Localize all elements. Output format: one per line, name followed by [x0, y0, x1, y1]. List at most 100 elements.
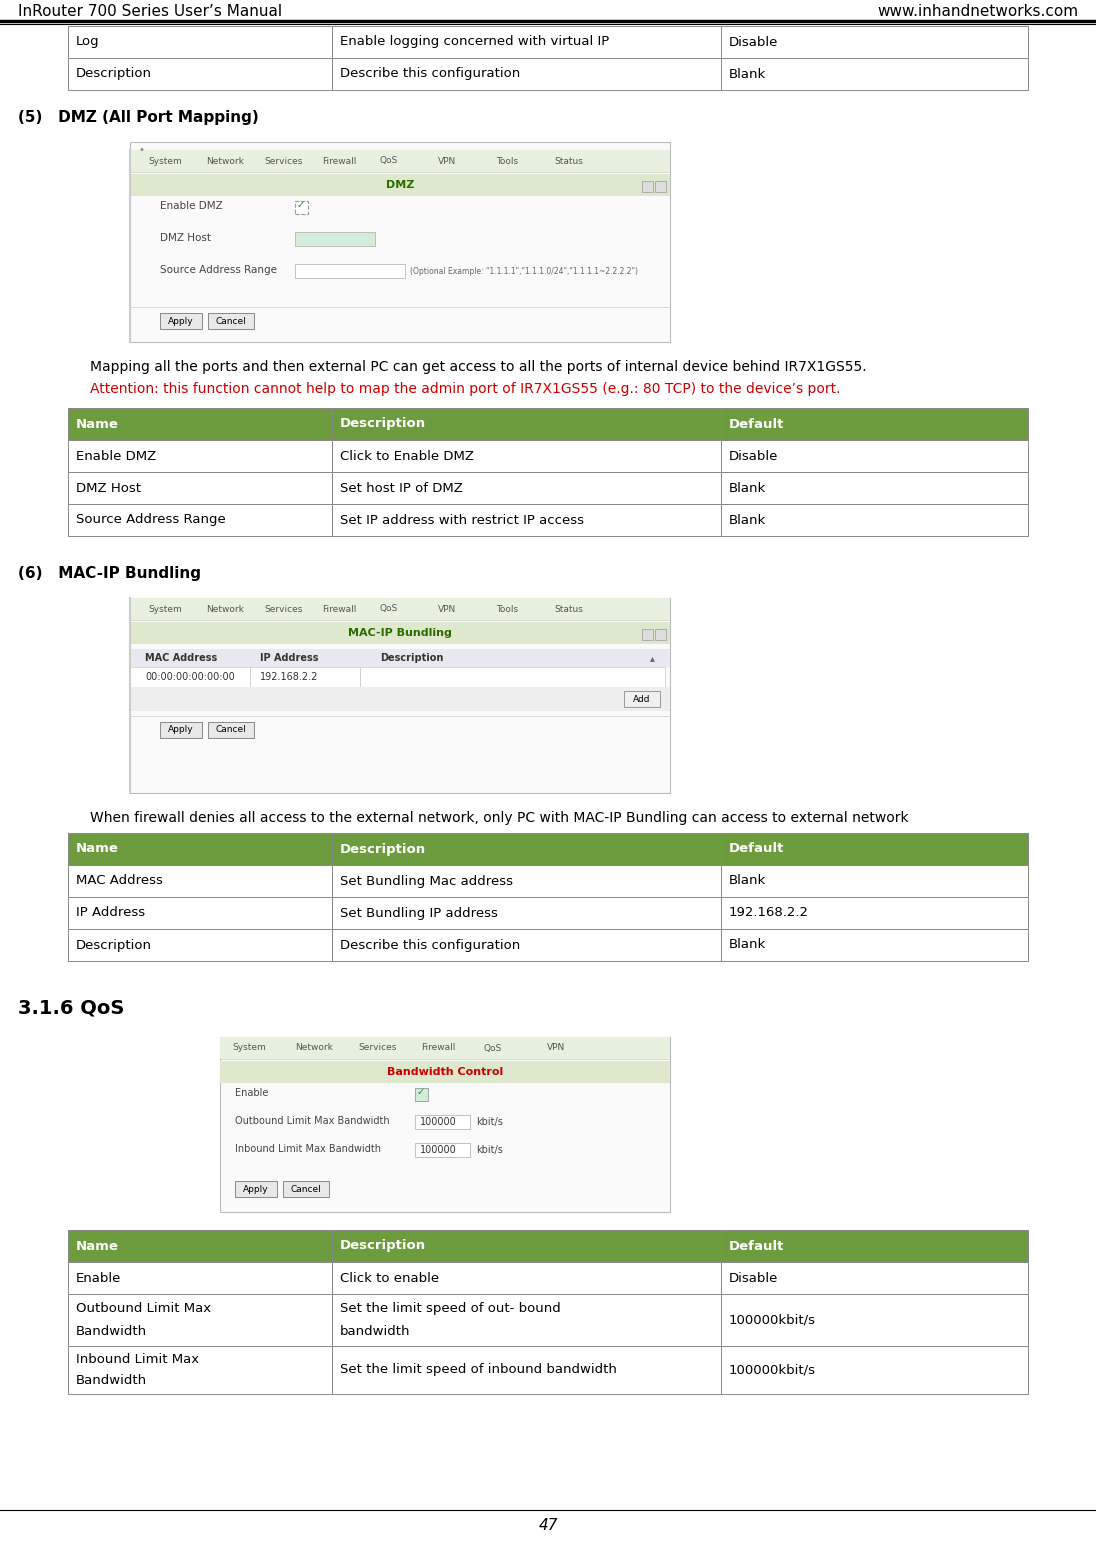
Text: MAC Address: MAC Address — [145, 653, 217, 663]
Text: VPN: VPN — [438, 156, 456, 166]
Bar — [220, 1060, 670, 1084]
Bar — [160, 721, 202, 738]
Bar — [332, 1231, 721, 1262]
Text: Source Address Range: Source Address Range — [160, 265, 277, 276]
Text: Blank: Blank — [729, 514, 766, 526]
Text: Firewall: Firewall — [421, 1043, 455, 1053]
Text: ▴: ▴ — [650, 653, 655, 663]
Text: Enable logging concerned with virtual IP: Enable logging concerned with virtual IP — [340, 36, 609, 48]
Bar — [721, 865, 1028, 896]
Bar — [332, 1294, 721, 1347]
Bar — [68, 57, 332, 90]
Text: Services: Services — [264, 156, 302, 166]
Bar — [68, 929, 332, 961]
Text: QoS: QoS — [380, 605, 398, 613]
Text: Services: Services — [264, 605, 302, 613]
Text: Apply: Apply — [243, 1184, 269, 1194]
Text: System: System — [148, 605, 182, 613]
Text: Bandwidth: Bandwidth — [76, 1375, 147, 1387]
Text: Blank: Blank — [729, 938, 766, 952]
Bar — [250, 667, 359, 687]
Bar — [721, 1347, 1028, 1395]
Text: MAC Address: MAC Address — [76, 875, 163, 887]
Bar — [68, 440, 332, 472]
Text: DMZ: DMZ — [386, 180, 414, 190]
Text: 47: 47 — [538, 1519, 558, 1534]
Text: Enable DMZ: Enable DMZ — [160, 201, 222, 211]
Bar — [68, 505, 332, 536]
Bar — [332, 929, 721, 961]
Bar — [295, 232, 375, 246]
Bar — [721, 440, 1028, 472]
Bar — [130, 598, 670, 793]
Text: Description: Description — [76, 68, 152, 80]
Text: (5)   DMZ (All Port Mapping): (5) DMZ (All Port Mapping) — [18, 110, 259, 125]
Bar — [642, 181, 653, 192]
Bar — [721, 1231, 1028, 1262]
Bar — [295, 201, 308, 214]
Text: Set Bundling Mac address: Set Bundling Mac address — [340, 875, 513, 887]
Text: Status: Status — [553, 605, 583, 613]
Text: 00:00:00:00:00:00: 00:00:00:00:00:00 — [145, 672, 235, 683]
Text: Disable: Disable — [729, 449, 778, 463]
Bar — [68, 26, 332, 57]
Bar — [359, 667, 665, 687]
Bar — [721, 26, 1028, 57]
Bar — [655, 628, 666, 639]
Text: Set the limit speed of inbound bandwidth: Set the limit speed of inbound bandwidth — [340, 1364, 617, 1376]
Bar — [721, 833, 1028, 865]
Text: Status: Status — [553, 156, 583, 166]
Text: System: System — [232, 1043, 265, 1053]
Text: Name: Name — [76, 842, 118, 856]
Bar — [295, 265, 406, 279]
Text: Set host IP of DMZ: Set host IP of DMZ — [340, 481, 463, 494]
Text: (6)   MAC-IP Bundling: (6) MAC-IP Bundling — [18, 567, 201, 580]
Text: Name: Name — [76, 418, 118, 430]
Text: ✓: ✓ — [416, 1087, 425, 1098]
Bar — [68, 865, 332, 896]
Bar — [721, 929, 1028, 961]
Text: Inbound Limit Max Bandwidth: Inbound Limit Max Bandwidth — [235, 1144, 381, 1153]
Text: Tools: Tools — [496, 605, 518, 613]
Text: Enable: Enable — [76, 1271, 122, 1285]
Bar — [332, 1347, 721, 1395]
Text: kbit/s: kbit/s — [476, 1146, 503, 1155]
Bar — [415, 1115, 470, 1128]
Bar — [721, 472, 1028, 505]
Text: DMZ Host: DMZ Host — [160, 234, 212, 243]
Text: Apply: Apply — [168, 726, 194, 734]
Bar — [220, 1037, 670, 1059]
Text: 192.168.2.2: 192.168.2.2 — [260, 672, 318, 683]
Text: 100000: 100000 — [420, 1118, 457, 1127]
Bar — [68, 1294, 332, 1347]
Text: Name: Name — [76, 1240, 118, 1252]
Text: Click to enable: Click to enable — [340, 1271, 439, 1285]
Text: Source Address Range: Source Address Range — [76, 514, 226, 526]
Bar — [130, 649, 670, 667]
Bar — [721, 1262, 1028, 1294]
Bar — [721, 57, 1028, 90]
Text: Set IP address with restrict IP access: Set IP address with restrict IP access — [340, 514, 584, 526]
Text: Default: Default — [729, 1240, 784, 1252]
Bar — [68, 1347, 332, 1395]
Bar — [332, 440, 721, 472]
Bar — [332, 57, 721, 90]
Text: Bandwidth Control: Bandwidth Control — [387, 1067, 503, 1077]
Bar — [332, 409, 721, 440]
Text: Description: Description — [340, 418, 426, 430]
Text: Default: Default — [729, 418, 784, 430]
Text: Description: Description — [76, 938, 152, 952]
Text: Disable: Disable — [729, 36, 778, 48]
Text: Blank: Blank — [729, 68, 766, 80]
Text: System: System — [148, 156, 182, 166]
Bar — [642, 628, 653, 639]
Text: Description: Description — [380, 653, 444, 663]
Bar — [721, 505, 1028, 536]
Text: Outbound Limit Max: Outbound Limit Max — [76, 1302, 212, 1316]
Text: Tools: Tools — [496, 156, 518, 166]
Bar — [208, 313, 254, 330]
Bar — [130, 667, 250, 687]
Text: 3.1.6 QoS: 3.1.6 QoS — [18, 998, 124, 1019]
Bar — [332, 26, 721, 57]
Bar — [415, 1142, 470, 1156]
